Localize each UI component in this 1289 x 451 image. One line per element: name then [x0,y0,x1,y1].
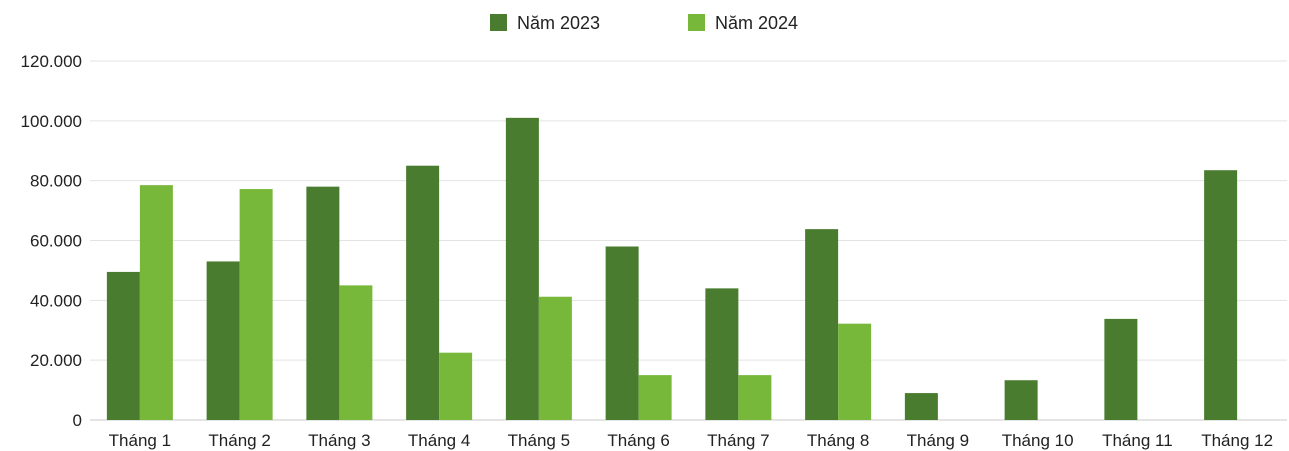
bar-series-2 [538,296,572,420]
bar-series-2 [838,323,872,420]
x-tick-label: Tháng 2 [208,431,270,450]
y-tick-label: 60.000 [30,232,82,251]
x-tick-label: Tháng 3 [308,431,370,450]
legend-label: Năm 2024 [715,13,798,33]
x-tick-label: Tháng 6 [607,431,669,450]
chart-legend: Năm 2023 Năm 2024 [490,13,798,33]
x-tick-label: Tháng 12 [1201,431,1273,450]
x-tick-label: Tháng 5 [508,431,570,450]
y-axis: 0 20.000 40.000 60.000 80.000 100.000 120.000 [21,52,82,430]
bar-series-1 [705,288,739,420]
y-tick-label: 20.000 [30,351,82,370]
legend-swatch [688,14,705,31]
bar-series-1 [1104,318,1138,420]
bar-series-1 [1204,170,1238,420]
chart-grid [90,60,1287,421]
bar-series-1 [505,117,539,420]
bar-series-1 [904,393,938,420]
x-tick-label: Tháng 4 [408,431,470,450]
y-tick-label: 80.000 [30,172,82,191]
bar-series-1 [605,246,639,420]
bar-series-1 [1004,380,1038,420]
x-tick-label: Tháng 8 [807,431,869,450]
bar-series-2 [638,375,672,420]
bar-series-1 [805,229,839,420]
y-tick-label: 40.000 [30,291,82,310]
chart-bars [106,117,1238,420]
y-tick-label: 100.000 [21,112,82,131]
legend-swatch [490,14,507,31]
x-tick-label: Tháng 1 [109,431,171,450]
x-axis: Tháng 1 Tháng 2 Tháng 3 Tháng 4 Tháng 5 Tháng… [109,431,1273,450]
x-tick-label: Tháng 11 [1102,431,1173,450]
bar-series-2 [239,189,273,420]
bar-series-1 [206,261,240,420]
legend-label: Năm 2023 [517,13,600,33]
bar-series-1 [106,271,140,420]
x-tick-label: Tháng 10 [1002,431,1074,450]
bar-series-2 [339,285,373,420]
y-tick-label: 120.000 [21,52,82,71]
x-tick-label: Tháng 9 [907,431,969,450]
x-tick-label: Tháng 7 [707,431,769,450]
bar-series-1 [406,165,440,420]
bar-series-2 [738,375,772,420]
bar-series-1 [306,186,340,420]
bar-series-2 [139,185,173,420]
bar-series-2 [439,352,473,420]
y-tick-label: 0 [73,411,82,430]
